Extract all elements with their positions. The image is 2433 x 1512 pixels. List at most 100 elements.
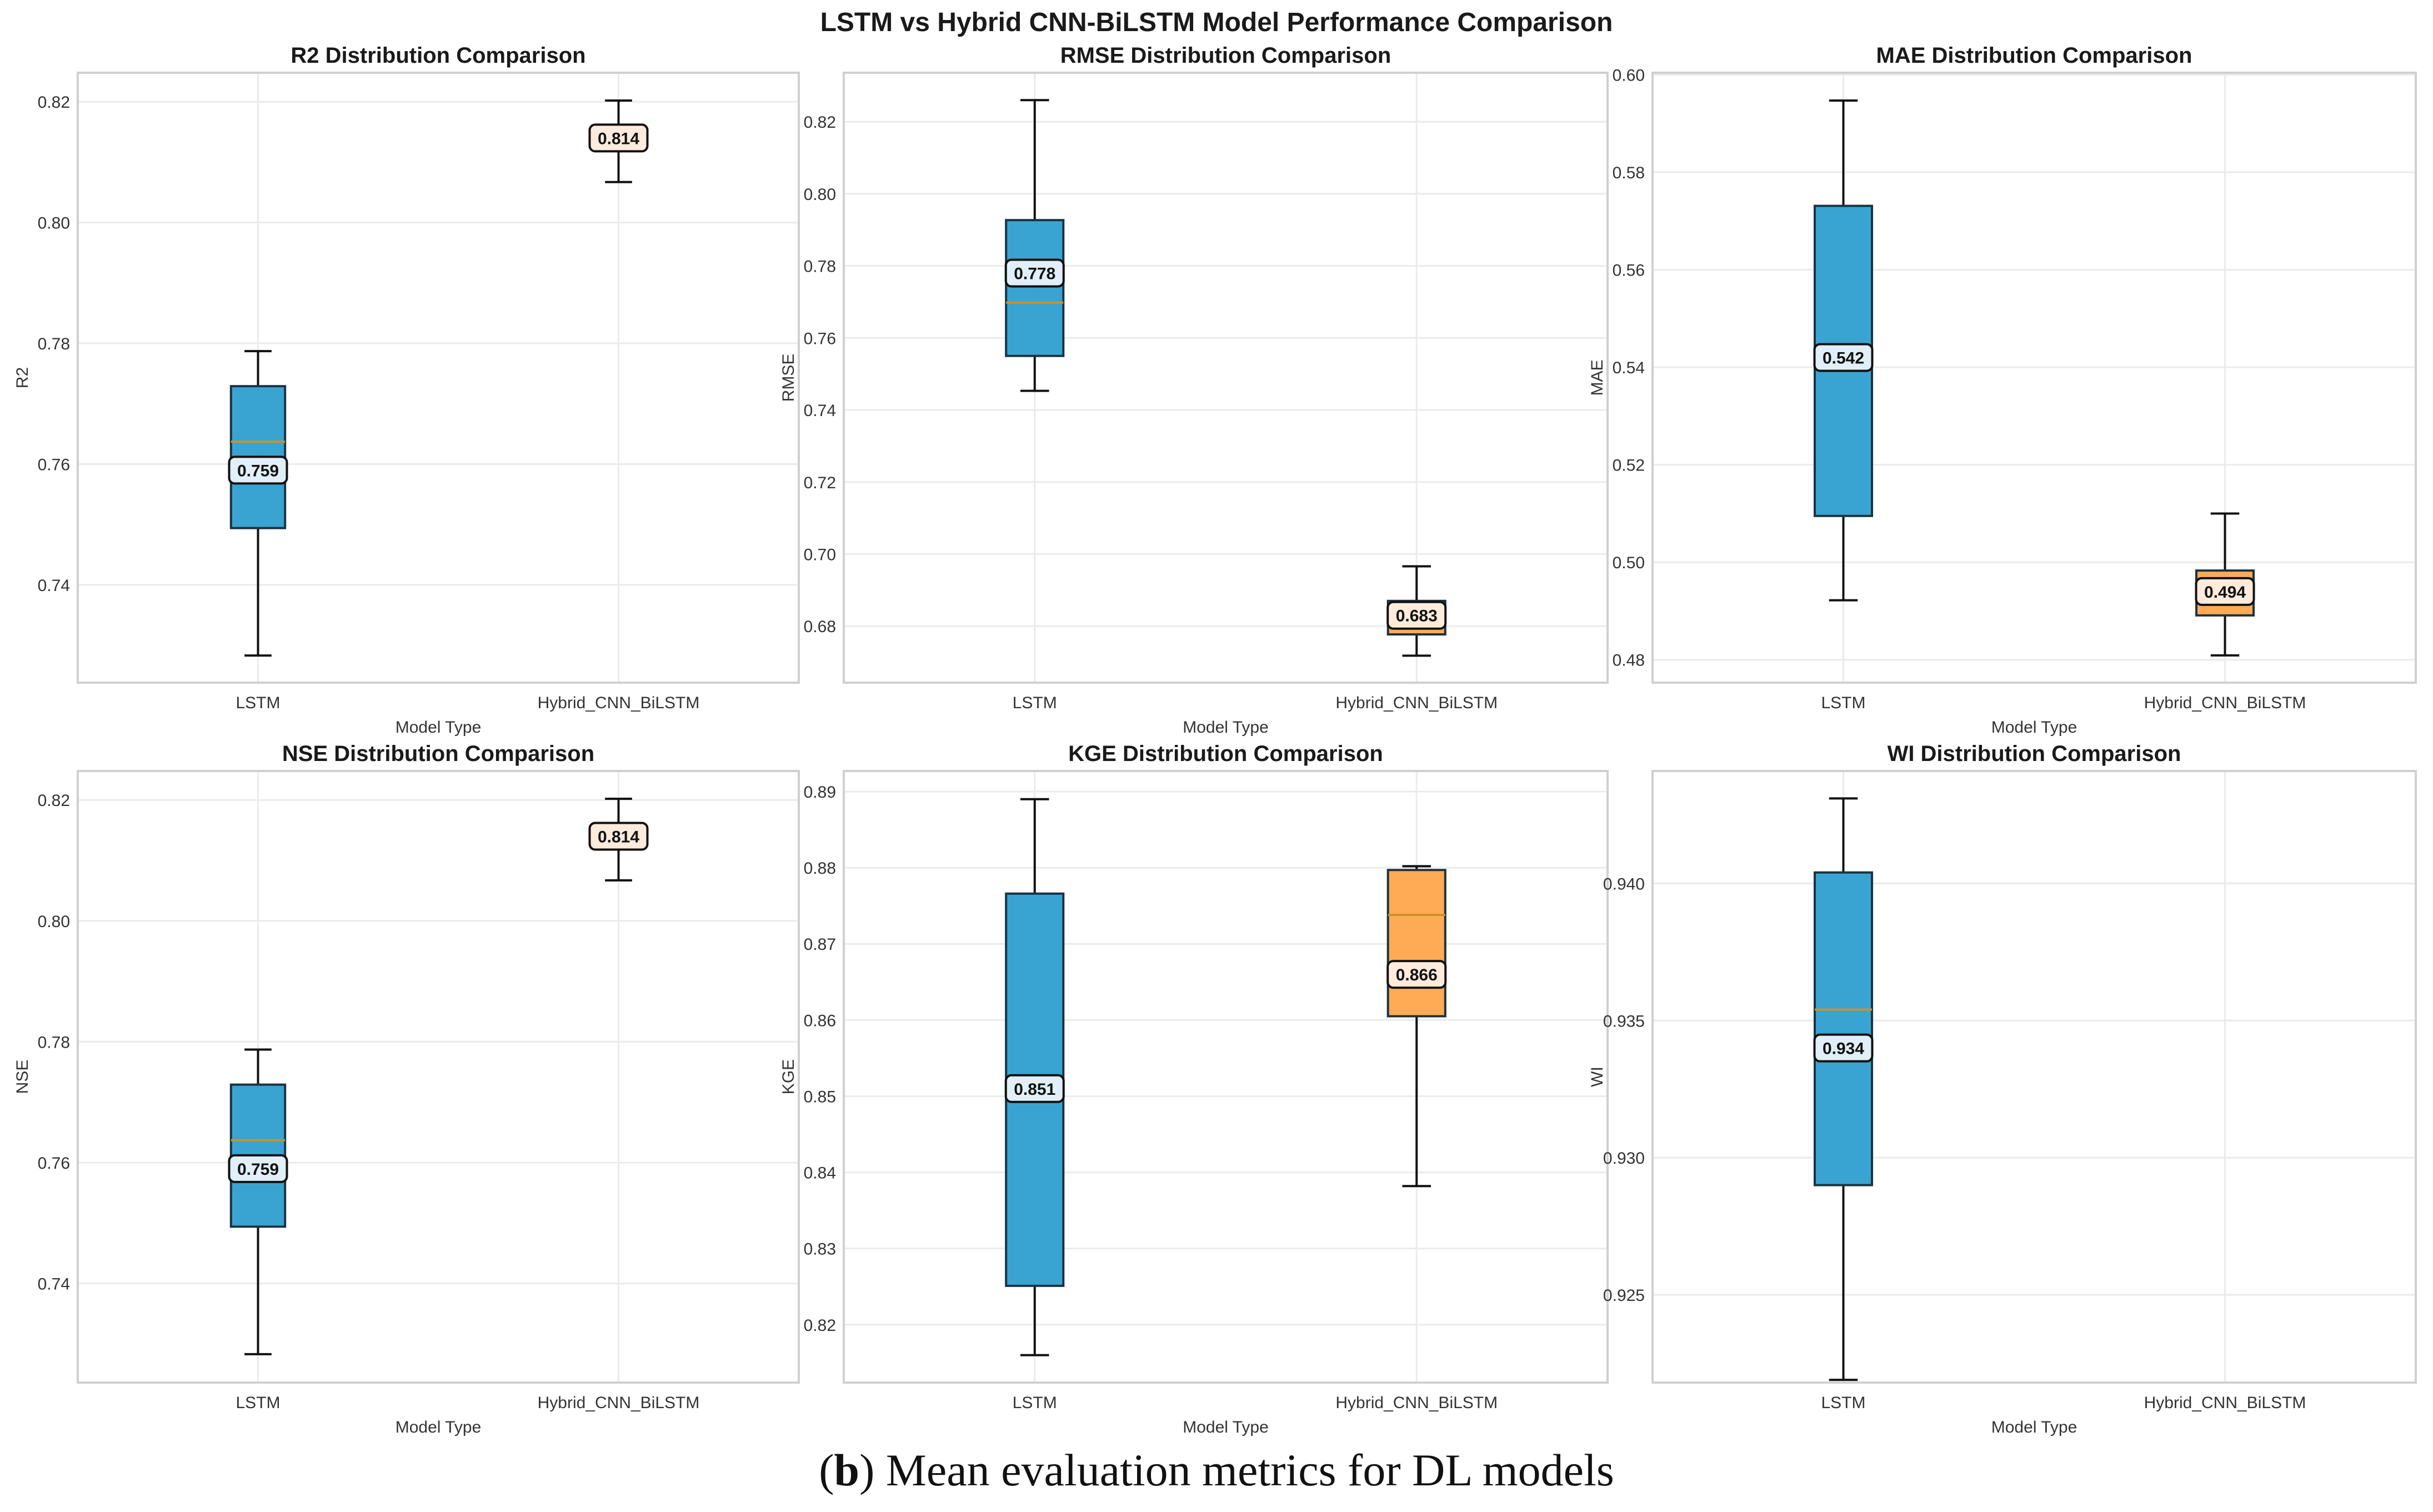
y-tick-label: 0.78	[38, 335, 70, 353]
box-hybrid-cnn-bilstm: 0.814	[588, 798, 649, 882]
x-tick-label: LSTM	[236, 694, 280, 712]
box-lstm: 0.542	[1813, 99, 1874, 602]
y-axis-label: MAE	[1588, 359, 1606, 395]
x-tick-label: Hybrid_CNN_BiLSTM	[2144, 694, 2306, 712]
y-tick-label: 0.52	[1613, 457, 1645, 475]
y-tick-label: 0.80	[38, 214, 70, 233]
x-tick-label: Hybrid_CNN_BiLSTM	[2144, 1394, 2306, 1412]
y-tick-label: 0.82	[38, 792, 70, 810]
y-tick-label: 0.85	[804, 1088, 836, 1106]
iqr-box	[1005, 219, 1065, 357]
axes-frame	[843, 770, 1609, 1384]
mean-label-box	[2195, 577, 2255, 606]
y-tick-label: 0.50	[1613, 554, 1645, 572]
y-axis-label: R2	[13, 367, 32, 388]
mean-label-box	[1386, 960, 1447, 989]
mean-label: 0.542	[1823, 349, 1864, 368]
subplot-title: WI Distribution Comparison	[1888, 742, 2181, 766]
axes-frame	[77, 72, 800, 684]
x-tick-label: Hybrid_CNN_BiLSTM	[538, 694, 700, 712]
y-tick-label: 0.76	[804, 329, 836, 348]
x-axis-label: Model Type	[1991, 1418, 2077, 1436]
x-axis-label: Model Type	[1183, 718, 1269, 737]
x-tick-label: LSTM	[1821, 694, 1865, 712]
subplot-title: R2 Distribution Comparison	[291, 43, 585, 68]
subplot-mae: MAE Distribution Comparison 0.48 0.50 0.52 0…	[1588, 43, 2417, 737]
subplot-wi: WI Distribution Comparison 0.925 0.930 0.93…	[1588, 742, 2417, 1436]
y-tick-label: 0.82	[38, 93, 70, 112]
figure-title: LSTM vs Hybrid CNN-BiLSTM Model Performa…	[820, 8, 1613, 37]
y-tick-label: 0.930	[1603, 1149, 1645, 1168]
box-lstm: 0.778	[1004, 99, 1065, 392]
figure-caption: (b) Mean evaluation metrics for DL model…	[0, 1444, 2433, 1496]
subplot-r2: R2 Distribution Comparison 0.74 0.76 0.78 0.…	[13, 43, 800, 737]
y-tick-label: 0.68	[804, 618, 836, 636]
y-tick-label: 0.89	[804, 783, 836, 802]
axes-frame	[1651, 770, 2417, 1384]
axes-frame	[1651, 72, 2417, 684]
subplot-kge: KGE Distribution Comparison 0.82 0.83 0.84 0…	[779, 742, 1609, 1436]
y-tick-label: 0.74	[804, 402, 836, 420]
axes-frame	[843, 72, 1609, 684]
x-tick-label: LSTM	[1821, 1394, 1865, 1412]
caption-text: ) Mean evaluation metrics for DL models	[859, 1445, 1614, 1495]
y-tick-label: 0.76	[38, 455, 70, 474]
y-tick-label: 0.74	[38, 1275, 70, 1294]
y-tick-label: 0.86	[804, 1012, 836, 1030]
y-tick-label: 0.940	[1603, 875, 1645, 893]
y-axis-label: WI	[1588, 1067, 1606, 1087]
y-tick-label: 0.70	[804, 545, 836, 564]
caption-letter: b	[834, 1445, 860, 1495]
subplot-rmse: RMSE Distribution Comparison 0.68 0.70 0.72…	[779, 43, 1609, 737]
y-tick-label: 0.80	[804, 186, 836, 204]
y-tick-label: 0.60	[1613, 67, 1645, 85]
box-lstm: 0.934	[1813, 797, 1874, 1381]
subplot-title: NSE Distribution Comparison	[282, 742, 594, 766]
y-tick-label: 0.78	[804, 258, 836, 276]
mean-label-box	[1813, 1033, 1874, 1063]
y-tick-label: 0.88	[804, 859, 836, 878]
y-tick-label: 0.87	[804, 935, 836, 954]
mean-label-box	[228, 455, 288, 485]
box-lstm: 0.759	[228, 350, 288, 657]
iqr-box	[1813, 871, 1874, 1186]
y-tick-label: 0.80	[38, 913, 70, 931]
mean-label-box	[588, 123, 649, 153]
mean-label-box	[588, 822, 649, 851]
y-tick-label: 0.54	[1613, 359, 1645, 377]
x-tick-label: Hybrid_CNN_BiLSTM	[538, 1394, 700, 1412]
mean-label: 0.814	[598, 828, 639, 846]
mean-label-box	[1004, 258, 1065, 288]
mean-label: 0.759	[237, 1160, 279, 1179]
axes-frame	[77, 770, 800, 1384]
mean-label: 0.494	[2204, 583, 2246, 602]
mean-label-box	[1386, 600, 1447, 630]
x-axis-label: Model Type	[1991, 718, 2077, 737]
y-axis-label: NSE	[13, 1060, 32, 1094]
subplot-title: MAE Distribution Comparison	[1876, 43, 2192, 68]
x-tick-label: Hybrid_CNN_BiLSTM	[1335, 694, 1498, 712]
y-tick-label: 0.74	[38, 577, 70, 595]
y-tick-label: 0.925	[1603, 1286, 1645, 1305]
y-tick-label: 0.83	[804, 1240, 836, 1259]
subplot-title: KGE Distribution Comparison	[1068, 742, 1383, 766]
mean-label-box	[228, 1154, 288, 1183]
mean-label: 0.866	[1396, 966, 1438, 984]
x-axis-label: Model Type	[1183, 1418, 1269, 1436]
caption-prefix: (	[819, 1445, 834, 1495]
y-tick-label: 0.76	[38, 1154, 70, 1173]
y-tick-label: 0.56	[1613, 262, 1645, 280]
y-tick-label: 0.72	[804, 474, 836, 492]
x-tick-label: LSTM	[1013, 694, 1057, 712]
x-tick-label: LSTM	[1013, 1394, 1057, 1412]
y-tick-label: 0.935	[1603, 1012, 1645, 1030]
y-tick-label: 0.82	[804, 1316, 836, 1335]
box-lstm: 0.759	[228, 1048, 288, 1355]
y-axis-label: KGE	[779, 1059, 798, 1094]
mean-label: 0.778	[1014, 265, 1055, 283]
y-tick-label: 0.82	[804, 113, 836, 132]
mean-label: 0.759	[237, 462, 279, 480]
mean-label: 0.934	[1823, 1040, 1864, 1058]
box-hybrid-cnn-bilstm: 0.494	[2195, 512, 2255, 657]
